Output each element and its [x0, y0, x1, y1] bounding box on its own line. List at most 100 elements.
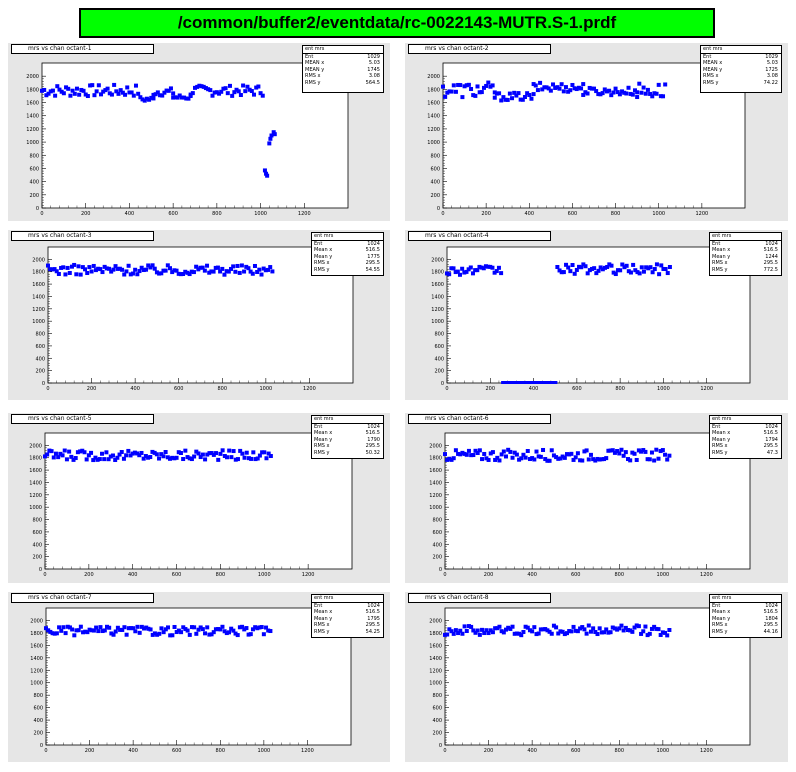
data-point — [52, 267, 57, 272]
data-point — [466, 448, 471, 453]
x-tick-label: 200 — [84, 572, 94, 578]
data-point — [236, 89, 241, 94]
data-point — [486, 457, 491, 462]
x-tick-label: 600 — [571, 748, 581, 754]
data-point — [65, 624, 70, 629]
data-point — [63, 272, 68, 277]
data-point — [212, 90, 217, 95]
data-point — [563, 85, 568, 90]
data-point — [635, 95, 640, 100]
data-point — [488, 628, 493, 633]
data-point — [111, 267, 116, 272]
data-point — [630, 629, 635, 634]
x-tick-label: 0 — [44, 748, 47, 754]
plot-svg-7: 0 200 400 600 800 1000 1200 1400 1600 1800 2000 0 20… — [30, 607, 352, 754]
data-point — [607, 262, 612, 267]
data-point — [263, 268, 268, 273]
data-point — [468, 265, 473, 270]
data-point — [241, 83, 246, 88]
data-point — [610, 448, 615, 453]
data-point — [139, 624, 144, 629]
stats-label: Mean y — [712, 436, 731, 443]
data-point — [94, 89, 99, 94]
y-tick-label: 1800 — [431, 270, 444, 276]
data-point — [542, 85, 547, 90]
data-point — [54, 269, 59, 274]
plot-title: mrs vs chan octant-4 — [408, 231, 551, 241]
data-point — [641, 85, 646, 90]
data-point — [599, 457, 604, 462]
data-point — [620, 262, 625, 267]
data-point — [583, 264, 588, 269]
data-point — [222, 454, 227, 459]
data-point — [473, 448, 478, 453]
stats-label: Ent — [305, 53, 314, 60]
data-point — [246, 266, 251, 271]
y-tick-label: 1000 — [32, 319, 45, 325]
plot-panel-8: 0 200 400 600 800 1000 1200 1400 1600 1800 2000 0 20… — [405, 592, 788, 762]
data-point — [128, 453, 133, 458]
data-point — [183, 269, 188, 274]
y-tick-label: 1800 — [29, 456, 42, 462]
stats-value: 54.55 — [365, 266, 380, 273]
plot-svg-6: 0 200 400 600 800 1000 1200 1400 1600 1800 2000 0 20… — [429, 432, 751, 578]
data-point — [51, 455, 56, 460]
data-point — [246, 456, 251, 461]
data-point — [527, 93, 532, 98]
data-point — [628, 270, 633, 275]
data-point — [126, 263, 131, 268]
data-point — [85, 94, 90, 99]
data-point — [492, 95, 497, 100]
stats-value: 516.5 — [763, 247, 778, 254]
stats-label: RMS x — [703, 73, 719, 80]
data-point — [499, 98, 504, 103]
data-point — [494, 269, 499, 274]
data-point — [517, 457, 522, 462]
x-tick-label: 1200 — [695, 211, 708, 217]
data-point — [257, 267, 262, 272]
data-point — [620, 89, 625, 94]
stats-row: Mean y 1244 — [710, 254, 781, 261]
y-tick-label: 2000 — [32, 257, 45, 263]
data-point — [48, 89, 53, 94]
data-point — [74, 628, 79, 633]
data-point — [170, 633, 175, 638]
data-point — [560, 454, 565, 459]
data-point — [665, 457, 670, 462]
data-point — [258, 91, 263, 96]
plot-svg-1: 0 200 400 600 800 1000 1200 1400 1600 1800 2000 0 20… — [26, 62, 349, 217]
data-point — [488, 451, 493, 456]
data-point — [615, 90, 620, 95]
data-point — [120, 90, 125, 95]
data-point — [264, 456, 269, 461]
data-point — [462, 84, 467, 89]
data-point — [593, 630, 598, 635]
data-point — [206, 87, 211, 92]
data-point — [49, 449, 54, 454]
data-point — [462, 270, 467, 275]
stats-box: ent mrs Ent 1024 Mean x 516.5 Mean y 1794 RMS x… — [709, 415, 782, 459]
data-point — [522, 95, 527, 100]
data-point — [445, 271, 449, 276]
data-point — [639, 90, 644, 95]
data-point — [223, 86, 228, 91]
data-point — [67, 270, 72, 275]
data-point — [630, 450, 635, 455]
y-tick-label: 1400 — [29, 480, 42, 486]
data-point — [117, 266, 122, 271]
data-point — [652, 267, 657, 272]
data-point — [210, 93, 215, 98]
data-point — [178, 451, 183, 456]
y-tick-label: 200 — [432, 731, 442, 737]
data-point — [645, 87, 650, 92]
data-point — [466, 624, 471, 629]
data-point — [221, 86, 226, 91]
data-point — [67, 449, 72, 454]
data-point — [497, 624, 502, 629]
stats-label: RMS y — [712, 266, 728, 273]
data-point — [574, 267, 579, 272]
data-point — [67, 625, 72, 630]
data-point — [216, 627, 221, 632]
data-point — [224, 269, 229, 274]
data-point — [124, 269, 129, 274]
